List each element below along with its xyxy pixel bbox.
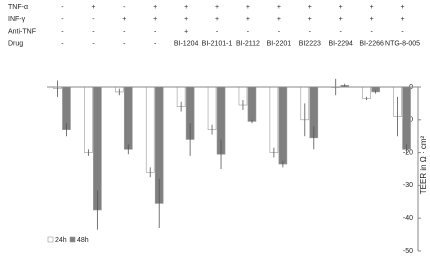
condition-value: + — [400, 16, 404, 23]
condition-value: BI-2112 — [236, 41, 260, 48]
condition-value: - — [340, 28, 343, 35]
condition-value: + — [184, 16, 188, 23]
condition-value: + — [370, 16, 374, 23]
condition-value: + — [184, 4, 188, 11]
y-tick-label: -40 — [403, 215, 413, 222]
condition-value: + — [400, 4, 404, 11]
condition-value: BI-2201 — [267, 41, 292, 48]
condition-value: BI-2266 — [359, 41, 384, 48]
condition-value: - — [401, 28, 404, 35]
condition-value: - — [61, 16, 64, 23]
condition-value: + — [91, 4, 95, 11]
condition-value: - — [61, 41, 64, 48]
y-tick-label: -20 — [403, 149, 413, 156]
bar — [402, 86, 411, 150]
condition-value: + — [215, 4, 219, 11]
legend-label: 48h — [77, 237, 89, 244]
y-tick-label: -50 — [403, 248, 413, 255]
bar — [145, 86, 155, 173]
condition-label: Anti-TNF — [8, 28, 36, 35]
bar — [269, 86, 279, 153]
legend-swatch — [69, 236, 76, 243]
bar — [278, 86, 288, 165]
condition-value: BI-1204 — [174, 41, 199, 48]
y-axis-label: TEER in Ω · cm² — [419, 135, 428, 194]
condition-label: Drug — [8, 41, 23, 48]
condition-value: + — [215, 16, 219, 23]
bar — [362, 86, 371, 99]
bar — [84, 86, 93, 153]
condition-value: - — [278, 28, 281, 35]
condition-value: - — [216, 28, 219, 35]
condition-value: - — [92, 28, 95, 35]
condition-value: + — [246, 4, 250, 11]
condition-value: + — [277, 16, 281, 23]
condition-value: + — [184, 28, 188, 35]
bar — [207, 86, 217, 130]
condition-value: - — [247, 28, 250, 35]
condition-label: TNF-α — [8, 4, 28, 11]
legend-swatch — [47, 236, 54, 243]
condition-value: - — [92, 16, 95, 23]
condition-value: - — [154, 28, 157, 35]
condition-value: + — [339, 16, 343, 23]
condition-value: - — [123, 28, 126, 35]
bar — [247, 86, 257, 122]
condition-value: + — [308, 16, 312, 23]
condition-value: - — [92, 41, 95, 48]
y-tick-label: -30 — [403, 182, 413, 189]
condition-value: + — [370, 4, 374, 11]
condition-value: + — [153, 4, 157, 11]
condition-value: - — [61, 28, 64, 35]
condition-value: BI-2101-1 — [202, 41, 233, 48]
condition-value: + — [277, 4, 281, 11]
legend-label: 24h — [55, 237, 67, 244]
condition-label: INF-γ — [8, 16, 26, 23]
condition-value: BI-2294 — [328, 41, 353, 48]
condition-value: - — [61, 4, 64, 11]
condition-value: - — [154, 41, 157, 48]
condition-value: + — [122, 16, 126, 23]
bar — [123, 86, 133, 150]
condition-value: - — [123, 41, 126, 48]
condition-value: - — [370, 28, 373, 35]
condition-value: BI2223 — [299, 41, 321, 48]
condition-value: + — [246, 16, 250, 23]
condition-value: + — [153, 16, 157, 23]
condition-value: NTG-8-005 — [385, 41, 420, 48]
condition-value: - — [123, 4, 126, 11]
condition-value: - — [309, 28, 312, 35]
condition-value: + — [308, 4, 312, 11]
condition-value: + — [339, 4, 343, 11]
